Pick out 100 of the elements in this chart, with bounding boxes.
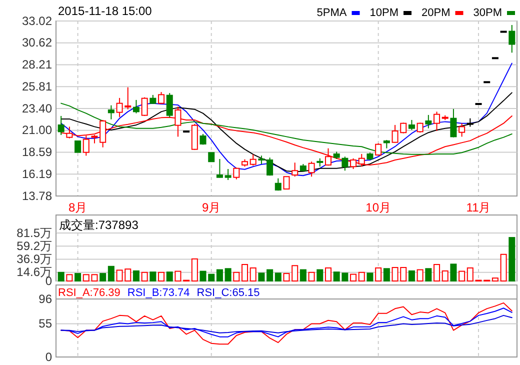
y-tick-label: 25.81 xyxy=(22,79,52,94)
bar xyxy=(450,264,457,282)
candlestick xyxy=(158,92,165,104)
bar xyxy=(500,254,507,282)
bar xyxy=(242,264,248,282)
bar xyxy=(141,272,148,282)
bar xyxy=(274,272,282,282)
y-tick-label: 30.62 xyxy=(22,36,52,50)
bar xyxy=(166,272,173,282)
chart-title: 2015-11-18 15:00 xyxy=(58,4,152,18)
bar xyxy=(458,270,466,282)
candlestick xyxy=(458,122,466,138)
candlestick xyxy=(166,92,173,118)
candlestick xyxy=(266,157,274,176)
candlestick xyxy=(292,162,298,178)
bar xyxy=(258,272,265,282)
bar xyxy=(416,269,424,282)
bar xyxy=(316,269,324,282)
y-tick-label: 21.00 xyxy=(22,123,52,138)
candlestick xyxy=(216,158,223,178)
candlestick xyxy=(66,126,73,139)
candlestick xyxy=(450,108,457,138)
bar xyxy=(250,267,256,282)
y-tick-label: 59.2万 xyxy=(16,238,52,253)
y-tick-label: 23.40 xyxy=(22,101,52,116)
bar xyxy=(216,269,223,282)
bar xyxy=(383,268,390,282)
legend-label: 20PM xyxy=(422,7,450,19)
bar xyxy=(408,270,415,282)
legend-label: 30PM xyxy=(473,7,502,19)
candlestick xyxy=(233,167,240,180)
candlestick xyxy=(224,168,232,180)
candlestick xyxy=(425,114,432,129)
bar xyxy=(132,270,140,282)
candlestick xyxy=(308,161,315,178)
y-tick-label: 55 xyxy=(38,316,52,331)
bar xyxy=(358,272,365,282)
y-tick-label: 81.5万 xyxy=(16,226,52,240)
text: RSI_B:73.74 xyxy=(127,287,190,299)
y-tick-label: 33.02 xyxy=(22,14,52,28)
bar xyxy=(442,270,448,282)
bar xyxy=(466,267,474,282)
candlestick xyxy=(434,111,440,132)
line-series xyxy=(60,314,512,334)
x-tick-label: 9月 xyxy=(202,200,221,215)
text: 成交量:737893 xyxy=(59,218,139,232)
bar xyxy=(375,267,382,282)
bar xyxy=(191,258,198,282)
y-tick-label: 28.21 xyxy=(22,58,52,72)
bar xyxy=(308,272,315,282)
text: RSI_C:65.15 xyxy=(196,287,260,299)
candlestick xyxy=(283,176,290,190)
candlestick xyxy=(108,104,114,120)
bar xyxy=(366,272,374,282)
y-tick-label: 18.59 xyxy=(22,145,52,160)
bar xyxy=(74,273,82,282)
candlestick xyxy=(508,24,516,54)
bar xyxy=(58,272,64,282)
bar xyxy=(434,264,440,282)
candlestick xyxy=(416,122,424,134)
y-tick-label: 96 xyxy=(38,292,52,306)
bar xyxy=(508,237,516,282)
y-tick-label: 16.19 xyxy=(22,166,52,181)
candlestick xyxy=(141,96,148,116)
candlestick xyxy=(250,154,256,166)
candlestick xyxy=(342,156,348,172)
candlestick xyxy=(74,140,82,153)
bar xyxy=(66,274,73,282)
x-tick-label: 10月 xyxy=(366,200,392,215)
candlestick xyxy=(274,178,282,192)
bar xyxy=(158,272,165,282)
legend-label: 5PMA xyxy=(316,7,348,19)
candlestick xyxy=(100,119,106,148)
x-tick-label: 11月 xyxy=(466,200,491,215)
line-series xyxy=(60,102,512,155)
x-tick-label: 8月 xyxy=(68,200,88,215)
bar xyxy=(300,269,306,282)
bar xyxy=(100,273,106,282)
bar xyxy=(266,269,274,282)
candlestick xyxy=(408,119,415,130)
bar xyxy=(108,266,114,282)
series-label: RSI_A:76.39 xyxy=(58,287,120,299)
bar xyxy=(150,272,156,282)
bar xyxy=(224,268,232,282)
bar xyxy=(492,278,498,282)
bar xyxy=(425,268,432,282)
y-tick-label: 36.9万 xyxy=(16,252,52,266)
candlestick xyxy=(58,115,64,136)
y-tick-label: 0 xyxy=(45,350,52,364)
candlestick xyxy=(150,94,156,104)
candlestick xyxy=(82,135,90,156)
candlestick xyxy=(132,99,140,114)
bar xyxy=(233,272,240,282)
legend-label: 10PM xyxy=(370,7,398,19)
y-tick-label: 13.78 xyxy=(22,188,52,203)
bar xyxy=(174,270,182,282)
candlestick xyxy=(375,142,382,156)
candlestick xyxy=(208,152,215,162)
y-tick-label: 0 xyxy=(45,274,52,288)
bar xyxy=(324,267,332,282)
